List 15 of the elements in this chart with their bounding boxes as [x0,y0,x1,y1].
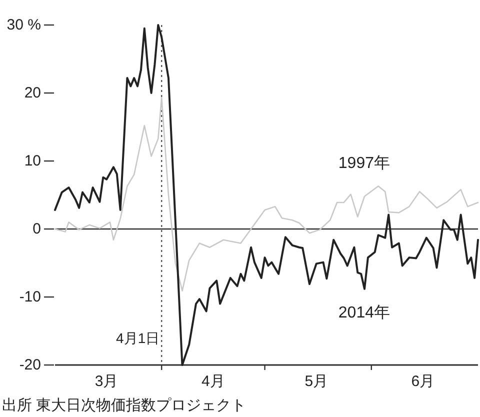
x-tick-label: 6月 [411,373,435,390]
y-tick-label: 10 [24,152,41,170]
y-tick-label: 20 [24,84,41,102]
x-tick-label: 4月 [202,373,225,390]
y-tick-label: 0 [32,220,41,238]
x-tick-label: 3月 [94,373,118,390]
x-tick-label: 5月 [304,373,328,390]
y-tick-label: -20 [19,356,41,374]
ref-line-label: 4月1日 [116,330,160,346]
series-label: 2014年 [338,304,390,322]
series-label: 1997年 [338,154,390,172]
y-tick-label: -10 [19,288,41,306]
y-tick-label: 30 % [6,16,41,34]
ref-line: 4月1日 [116,25,162,365]
text: 出所 東大日次物価指数プロジェクト [2,397,246,414]
